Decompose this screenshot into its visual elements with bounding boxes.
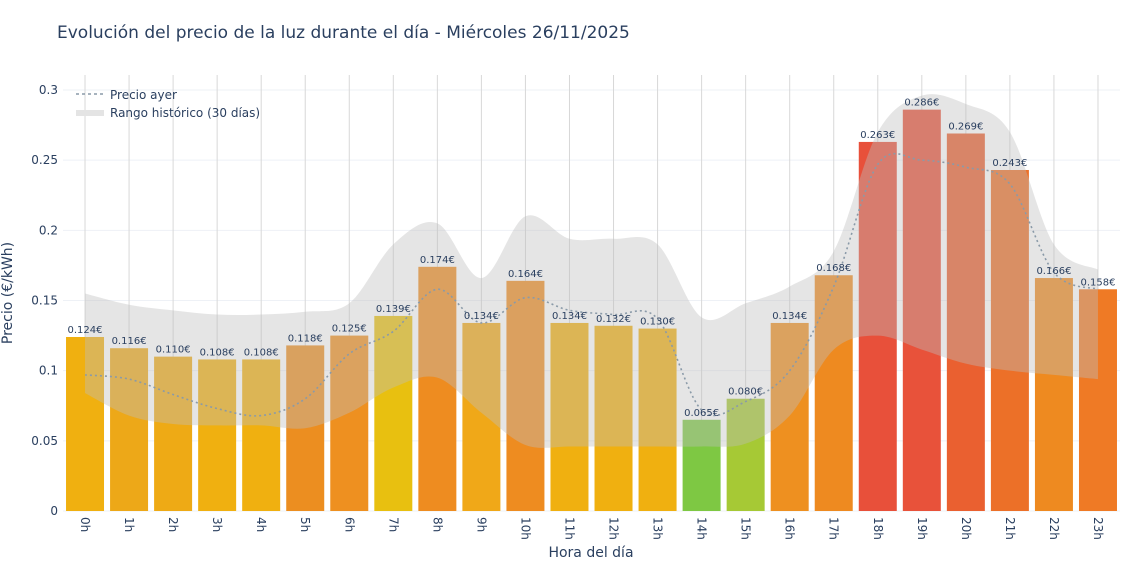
x-tick-label: 10h xyxy=(518,517,532,540)
legend-band-icon xyxy=(76,110,104,116)
bar-value-label: 0.166€ xyxy=(1036,266,1071,277)
x-tick-label: 7h xyxy=(386,517,400,532)
bar-value-label: 0.130€ xyxy=(640,317,675,328)
bar-value-label: 0.125€ xyxy=(332,324,367,335)
bar-15h xyxy=(726,398,765,511)
bar-value-label: 0.110€ xyxy=(156,345,191,356)
bar-3h xyxy=(198,359,237,511)
y-tick-label: 0 xyxy=(50,504,58,518)
bar-value-label: 0.132€ xyxy=(596,314,631,325)
bar-value-label: 0.174€ xyxy=(420,255,455,266)
x-tick-label: 23h xyxy=(1091,517,1105,540)
y-tick-label: 0.2 xyxy=(39,223,58,237)
x-axis-label: Hora del día xyxy=(548,545,633,561)
x-tick-label: 9h xyxy=(474,517,488,532)
bar-7h xyxy=(374,315,413,511)
bar-value-label: 0.134€ xyxy=(772,311,807,322)
bar-8h xyxy=(418,266,457,511)
x-tick-label: 20h xyxy=(959,517,973,540)
x-tick-label: 13h xyxy=(651,517,665,540)
x-tick-label: 6h xyxy=(342,517,356,532)
bar-11h xyxy=(550,322,589,511)
bar-5h xyxy=(286,345,325,511)
bar-20h xyxy=(946,133,985,511)
bar-12h xyxy=(594,325,633,511)
bar-value-label: 0.158€ xyxy=(1080,277,1115,288)
bar-10h xyxy=(506,280,545,511)
bar-1h xyxy=(110,348,149,511)
bar-value-label: 0.269€ xyxy=(948,122,983,133)
y-tick-label: 0.15 xyxy=(31,294,58,308)
legend-item-yesterday[interactable]: Precio ayer xyxy=(110,88,177,102)
bar-4h xyxy=(242,359,281,511)
bar-23h xyxy=(1078,289,1117,511)
bar-value-label: 0.134€ xyxy=(464,311,499,322)
x-tick-label: 22h xyxy=(1047,517,1061,540)
y-tick-label: 0.3 xyxy=(39,83,58,97)
bar-value-label: 0.108€ xyxy=(244,347,279,358)
x-tick-label: 1h xyxy=(122,517,136,532)
bar-14h xyxy=(682,419,721,511)
bar-value-label: 0.168€ xyxy=(816,263,851,274)
legend-item-historic-range[interactable]: Rango histórico (30 días) xyxy=(110,106,260,120)
bar-value-label: 0.139€ xyxy=(376,304,411,315)
bar-value-label: 0.164€ xyxy=(508,269,543,280)
historic-range-band xyxy=(85,94,1098,448)
bar-value-label: 0.243€ xyxy=(992,158,1027,169)
bar-19h xyxy=(902,109,941,511)
bar-value-label: 0.286€ xyxy=(904,98,939,109)
y-axis-label: Precio (€/kWh) xyxy=(0,242,16,344)
bar-value-label: 0.118€ xyxy=(288,333,323,344)
y-tick-label: 0.1 xyxy=(39,364,58,378)
bar-0h xyxy=(66,336,105,511)
bar-value-label: 0.134€ xyxy=(552,311,587,322)
bar-value-label: 0.263€ xyxy=(860,130,895,141)
x-tick-label: 21h xyxy=(1003,517,1017,540)
x-tick-label: 16h xyxy=(783,517,797,540)
bar-value-label: 0.108€ xyxy=(200,347,235,358)
bar-value-label: 0.116€ xyxy=(112,336,147,347)
x-tick-label: 2h xyxy=(166,517,180,532)
bar-value-label: 0.065€ xyxy=(684,408,719,419)
bar-2h xyxy=(154,356,193,511)
bar-13h xyxy=(638,328,677,511)
bar-value-label: 0.124€ xyxy=(68,325,103,336)
bar-21h xyxy=(990,169,1029,512)
bar-18h xyxy=(858,141,897,511)
x-tick-label: 18h xyxy=(871,517,885,540)
bar-9h xyxy=(462,322,501,511)
yesterday-price-line xyxy=(84,152,1099,417)
chart-title: Evolución del precio de la luz durante e… xyxy=(57,23,630,43)
x-tick-label: 15h xyxy=(739,517,753,540)
bar-16h xyxy=(770,322,809,511)
x-tick-label: 19h xyxy=(915,517,929,540)
x-tick-label: 0h xyxy=(78,517,92,532)
x-tick-label: 17h xyxy=(827,517,841,540)
x-tick-label: 14h xyxy=(695,517,709,540)
x-tick-label: 5h xyxy=(298,517,312,532)
bar-22h xyxy=(1034,278,1073,511)
x-tick-label: 8h xyxy=(430,517,444,532)
x-tick-label: 12h xyxy=(607,517,621,540)
x-tick-label: 11h xyxy=(562,517,576,540)
x-tick-label: 3h xyxy=(210,517,224,532)
legend[interactable]: Precio ayer Rango histórico (30 días) xyxy=(76,88,260,120)
bar-17h xyxy=(814,275,853,511)
y-tick-label: 0.25 xyxy=(31,153,58,167)
y-tick-label: 0.05 xyxy=(31,434,58,448)
x-tick-label: 4h xyxy=(254,517,268,532)
bar-value-label: 0.080€ xyxy=(728,387,763,398)
